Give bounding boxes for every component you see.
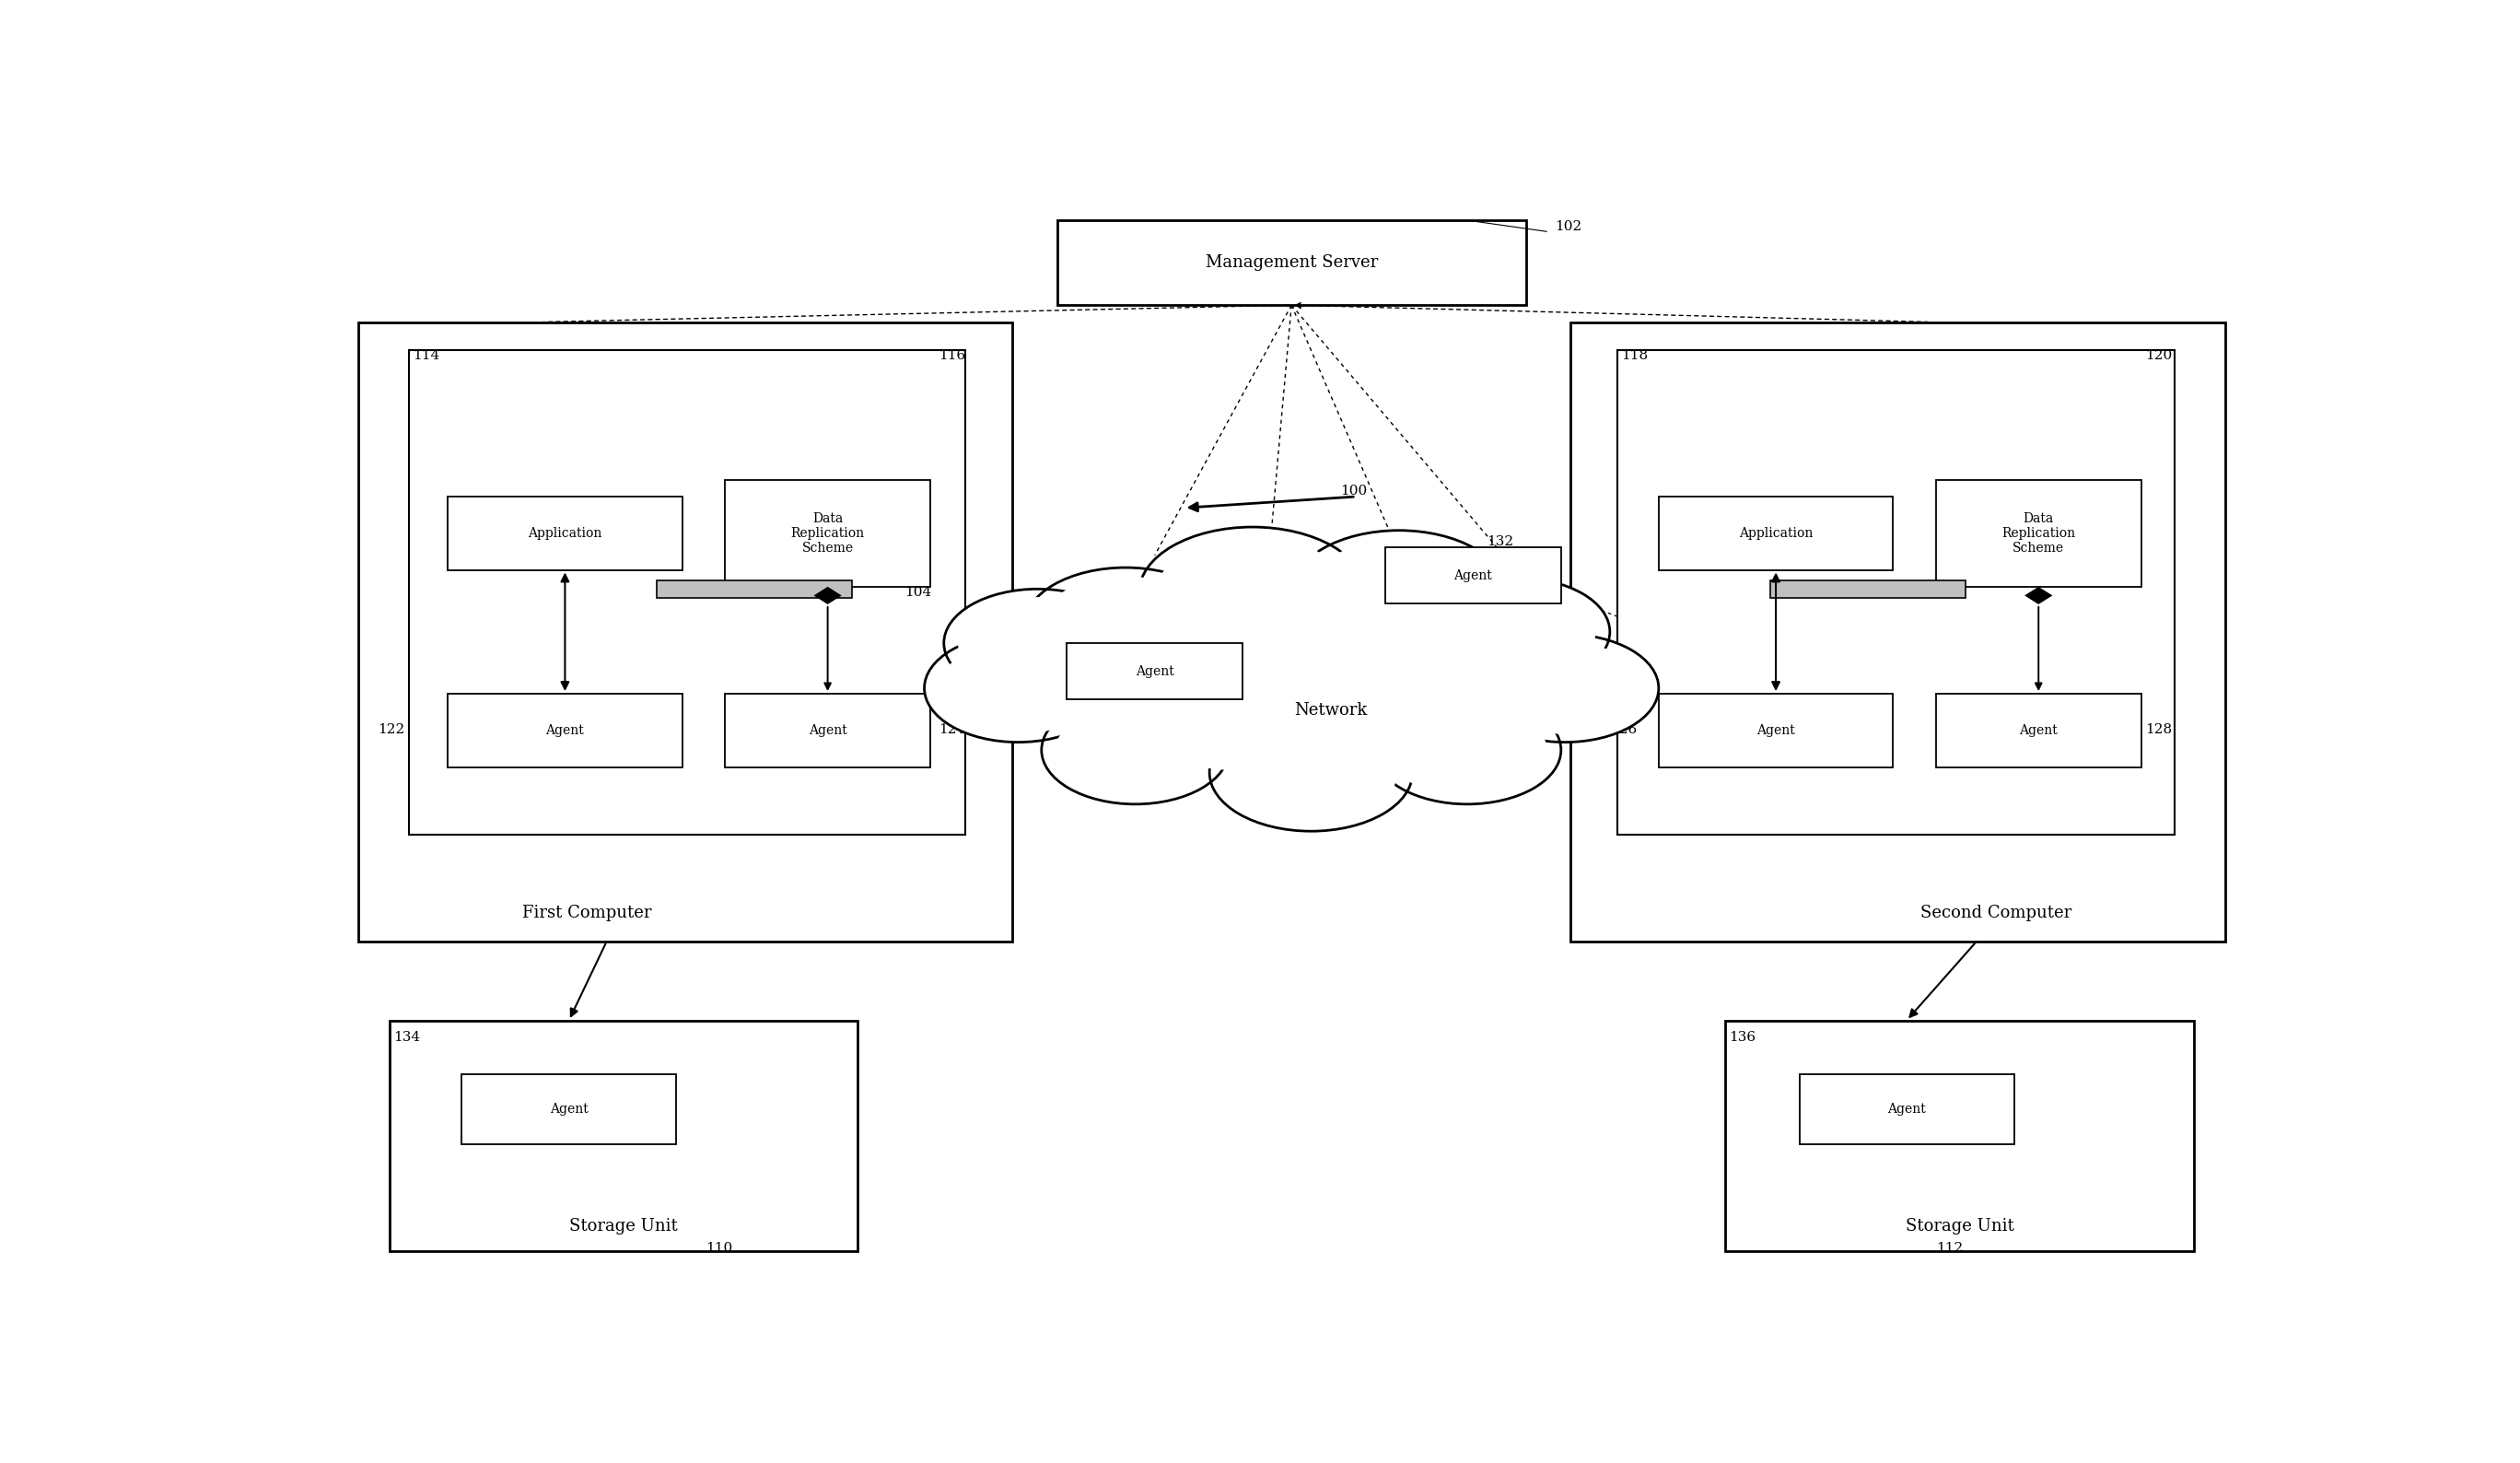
- Bar: [1386, 547, 1560, 604]
- Circle shape: [1139, 527, 1366, 658]
- Circle shape: [925, 633, 1111, 742]
- Text: 128: 128: [2145, 723, 2172, 736]
- Text: 114: 114: [413, 350, 438, 363]
- Circle shape: [958, 597, 1116, 689]
- Bar: [1058, 221, 1525, 306]
- Text: Agent: Agent: [2019, 724, 2059, 737]
- Text: 110: 110: [706, 1242, 733, 1254]
- Circle shape: [1157, 537, 1348, 648]
- Bar: [1935, 480, 2142, 587]
- Circle shape: [945, 590, 1131, 698]
- Text: 122: 122: [378, 723, 406, 736]
- Bar: [1726, 1021, 2195, 1251]
- Text: Agent: Agent: [809, 724, 847, 737]
- Circle shape: [1041, 696, 1230, 805]
- Ellipse shape: [960, 547, 1623, 796]
- Text: 106: 106: [1431, 585, 1459, 598]
- Text: Application: Application: [1739, 527, 1812, 540]
- Circle shape: [1421, 578, 1610, 686]
- Text: Agent: Agent: [1887, 1103, 1925, 1116]
- Text: 104: 104: [905, 585, 932, 598]
- Text: 100: 100: [1341, 484, 1368, 497]
- Circle shape: [1023, 568, 1227, 685]
- Circle shape: [1225, 723, 1399, 822]
- Circle shape: [1210, 714, 1414, 831]
- Text: Storage Unit: Storage Unit: [1905, 1219, 2013, 1235]
- Ellipse shape: [998, 569, 1585, 772]
- Bar: [1618, 350, 2175, 834]
- Circle shape: [1484, 642, 1646, 734]
- Text: Network: Network: [1293, 702, 1368, 718]
- Text: 126: 126: [1610, 723, 1638, 736]
- Circle shape: [1308, 540, 1489, 645]
- Bar: [1799, 1074, 2013, 1144]
- Circle shape: [1038, 576, 1212, 676]
- Text: Data
Replication
Scheme: Data Replication Scheme: [791, 512, 864, 554]
- Circle shape: [1472, 633, 1658, 742]
- Text: 136: 136: [1729, 1031, 1756, 1043]
- Circle shape: [937, 642, 1099, 734]
- Text: Agent: Agent: [547, 724, 585, 737]
- Bar: [358, 322, 1013, 942]
- Text: Management Server: Management Server: [1205, 255, 1378, 271]
- Text: Agent: Agent: [1756, 724, 1794, 737]
- Text: 120: 120: [2145, 350, 2172, 363]
- Text: First Computer: First Computer: [522, 906, 653, 922]
- Text: 112: 112: [1935, 1242, 1963, 1254]
- Polygon shape: [814, 587, 842, 604]
- Text: Agent: Agent: [1137, 664, 1174, 677]
- Text: 132: 132: [1487, 535, 1515, 549]
- Bar: [726, 693, 930, 767]
- Text: Agent: Agent: [549, 1103, 587, 1116]
- Bar: [1935, 693, 2142, 767]
- Text: Application: Application: [529, 527, 602, 540]
- Bar: [726, 480, 930, 587]
- Text: 116: 116: [937, 350, 965, 363]
- Bar: [1066, 644, 1242, 699]
- Text: 108: 108: [1268, 783, 1295, 796]
- Bar: [461, 1074, 675, 1144]
- Bar: [658, 579, 852, 598]
- Bar: [449, 496, 683, 571]
- Circle shape: [1056, 704, 1215, 796]
- Bar: [1658, 496, 1893, 571]
- Text: 134: 134: [393, 1031, 421, 1043]
- Bar: [1769, 579, 1966, 598]
- Text: 130: 130: [1048, 622, 1074, 635]
- Text: Agent: Agent: [1454, 569, 1492, 582]
- Text: Storage Unit: Storage Unit: [570, 1219, 678, 1235]
- Bar: [408, 350, 965, 834]
- Text: 102: 102: [1555, 219, 1583, 233]
- Circle shape: [1389, 704, 1547, 796]
- Text: Data
Replication
Scheme: Data Replication Scheme: [2001, 512, 2076, 554]
- Circle shape: [1373, 696, 1560, 805]
- Bar: [449, 693, 683, 767]
- Circle shape: [1290, 531, 1507, 654]
- Bar: [1570, 322, 2225, 942]
- Polygon shape: [2024, 587, 2051, 604]
- Text: Second Computer: Second Computer: [1920, 906, 2071, 922]
- Text: 124: 124: [937, 723, 965, 736]
- Bar: [1658, 693, 1893, 767]
- Text: 118: 118: [1620, 350, 1648, 363]
- Bar: [388, 1021, 857, 1251]
- Circle shape: [1436, 585, 1595, 677]
